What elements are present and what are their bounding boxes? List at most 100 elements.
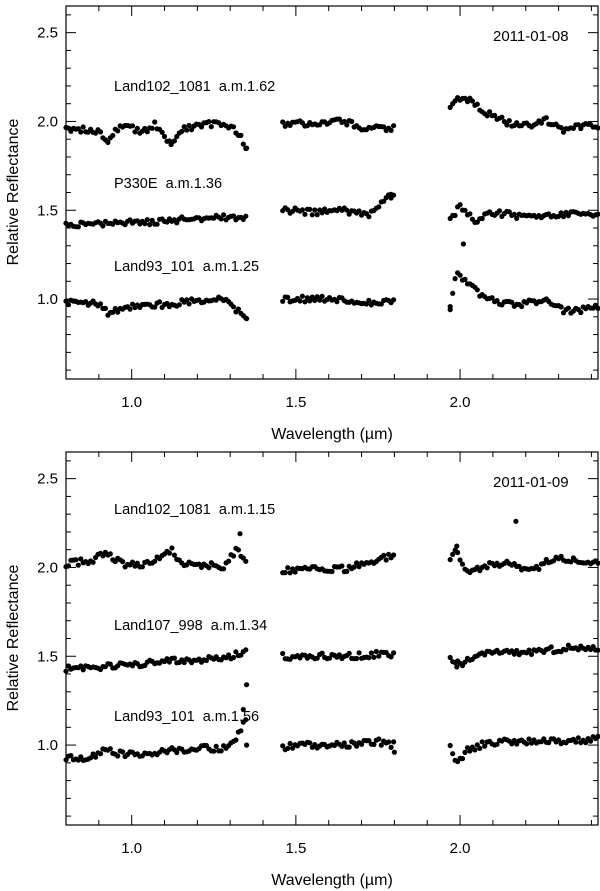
data-point bbox=[152, 119, 158, 125]
data-point bbox=[208, 124, 214, 130]
y-tick-label: 2.5 bbox=[37, 471, 58, 488]
data-point bbox=[240, 706, 246, 713]
data-point bbox=[459, 561, 466, 567]
y-tick-label: 1.0 bbox=[37, 737, 58, 754]
data-point bbox=[107, 661, 113, 667]
data-point bbox=[391, 749, 397, 755]
data-point bbox=[573, 739, 579, 745]
data-point bbox=[548, 644, 554, 650]
data-point bbox=[454, 543, 460, 549]
data-point bbox=[346, 650, 352, 656]
data-point bbox=[285, 745, 291, 752]
data-point bbox=[381, 124, 387, 130]
data-point bbox=[356, 564, 362, 570]
series-label: Land93_101 a.m.1.25 bbox=[114, 259, 259, 275]
data-point bbox=[368, 650, 374, 656]
data-point bbox=[459, 756, 466, 762]
series-label: Land107_998 a.m.1.34 bbox=[114, 618, 267, 634]
data-point bbox=[63, 668, 69, 674]
data-point bbox=[371, 741, 377, 748]
data-point bbox=[226, 652, 232, 658]
data-point bbox=[575, 122, 581, 128]
data-point bbox=[285, 294, 291, 300]
data-point bbox=[97, 129, 104, 135]
data-point bbox=[447, 557, 453, 563]
data-point bbox=[494, 298, 500, 304]
data-point bbox=[169, 545, 175, 551]
data-point bbox=[558, 304, 564, 310]
series-label: Land102_1081 a.m.1.15 bbox=[114, 502, 275, 518]
data-point bbox=[378, 742, 384, 748]
data-point bbox=[489, 295, 495, 301]
data-point bbox=[462, 749, 468, 756]
data-point bbox=[221, 212, 227, 218]
data-point bbox=[366, 297, 372, 303]
data-point bbox=[149, 125, 155, 131]
data-point bbox=[129, 123, 136, 129]
data-point bbox=[376, 736, 382, 742]
data-point bbox=[467, 211, 473, 217]
y-tick-label: 2.0 bbox=[37, 113, 58, 130]
y-axis-title: Relative Reflectance bbox=[5, 565, 22, 712]
x-axis-title: Wavelength (µm) bbox=[271, 426, 393, 443]
y-tick-label: 1.0 bbox=[37, 291, 58, 308]
data-point bbox=[499, 114, 505, 120]
data-point bbox=[68, 753, 74, 759]
data-point bbox=[120, 749, 126, 755]
data-point bbox=[230, 304, 237, 310]
data-point bbox=[149, 217, 155, 223]
data-point bbox=[452, 212, 458, 219]
data-point bbox=[354, 560, 360, 566]
data-point bbox=[496, 208, 503, 214]
data-point bbox=[174, 220, 180, 226]
data-point bbox=[243, 717, 249, 723]
data-point bbox=[568, 559, 574, 565]
data-point bbox=[147, 222, 153, 228]
x-tick-label: 1.0 bbox=[121, 394, 142, 411]
data-point bbox=[189, 127, 195, 133]
data-point bbox=[312, 297, 318, 304]
data-point bbox=[595, 211, 600, 217]
data-points bbox=[63, 518, 600, 765]
data-point bbox=[97, 301, 104, 307]
data-point bbox=[90, 559, 96, 565]
data-point bbox=[595, 305, 600, 311]
data-point bbox=[519, 303, 525, 310]
data-point bbox=[511, 211, 517, 217]
series-label: P330E a.m.1.36 bbox=[114, 176, 222, 192]
data-point bbox=[154, 221, 160, 227]
data-point bbox=[280, 298, 286, 304]
data-point bbox=[317, 297, 323, 303]
data-point bbox=[575, 735, 581, 741]
data-point bbox=[221, 566, 227, 572]
data-point bbox=[356, 208, 362, 214]
data-point bbox=[307, 298, 313, 304]
data-point bbox=[166, 550, 172, 556]
data-point bbox=[462, 276, 468, 282]
data-point bbox=[171, 655, 177, 661]
data-point bbox=[244, 742, 250, 748]
data-point bbox=[280, 119, 286, 125]
data-point bbox=[237, 531, 243, 537]
data-point bbox=[105, 139, 111, 145]
data-point bbox=[198, 124, 205, 130]
x-tick-label: 1.5 bbox=[285, 840, 306, 857]
data-point bbox=[129, 559, 136, 565]
data-point bbox=[514, 215, 520, 221]
data-point bbox=[159, 129, 165, 135]
data-point bbox=[484, 113, 490, 119]
data-point bbox=[450, 290, 456, 296]
data-point bbox=[120, 559, 126, 565]
data-point bbox=[366, 655, 372, 661]
data-point bbox=[107, 746, 113, 752]
data-point bbox=[97, 751, 104, 757]
data-point bbox=[349, 118, 355, 125]
data-point bbox=[127, 306, 133, 312]
data-point bbox=[174, 749, 180, 756]
data-point bbox=[588, 738, 594, 744]
data-point bbox=[213, 743, 219, 749]
data-point bbox=[176, 302, 182, 308]
data-point bbox=[344, 207, 350, 213]
data-point bbox=[115, 309, 121, 315]
data-point bbox=[297, 298, 303, 304]
